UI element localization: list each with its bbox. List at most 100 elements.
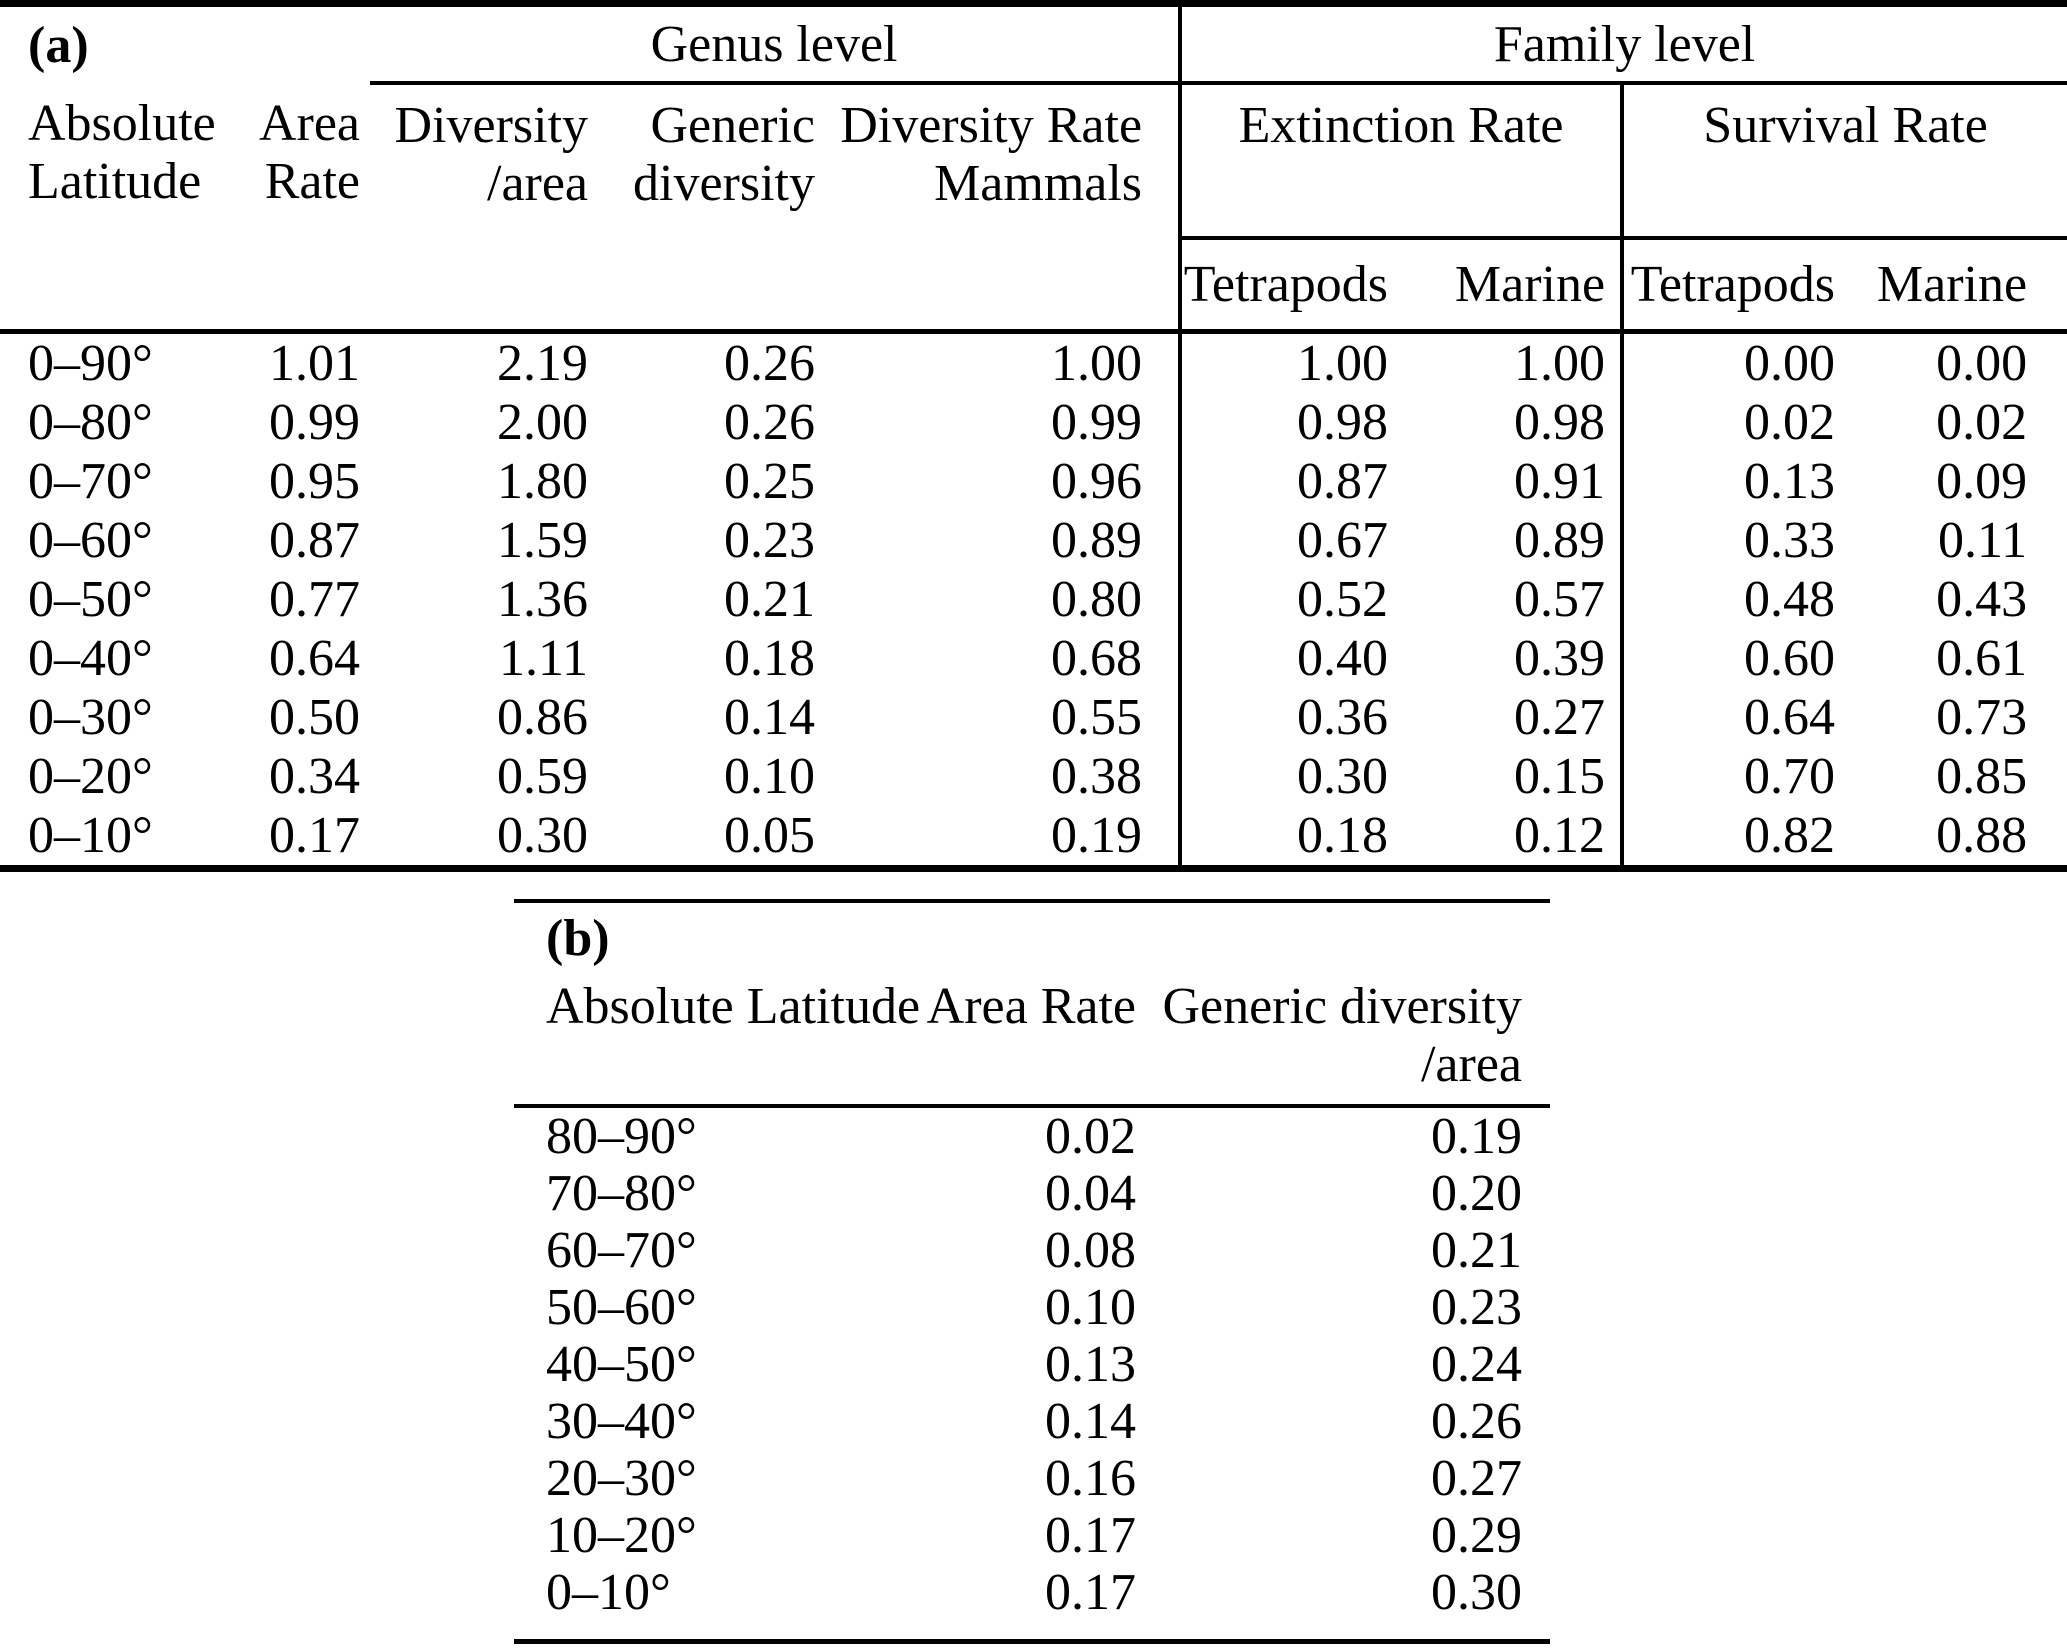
cell-generic-diversity-area: 0.19 bbox=[1431, 1108, 1522, 1165]
table-row: 0–50° 0.77 1.36 0.21 0.80 0.52 0.57 0.48… bbox=[0, 570, 2067, 629]
col-header-line: /area bbox=[487, 155, 589, 212]
cell-latitude: 0–10° bbox=[28, 807, 153, 864]
cell-survival-tetrapods: 0.64 bbox=[1620, 688, 1846, 747]
cell-survival-marine: 0.02 bbox=[1936, 394, 2028, 451]
cell-generic-diversity-area: 0.21 bbox=[1431, 1222, 1522, 1279]
col-header-line: /area bbox=[1420, 1036, 1522, 1093]
table-row: 60–70° 0.08 0.21 bbox=[514, 1222, 1550, 1279]
cell-extinction-tetrapods: 0.30 bbox=[1178, 747, 1399, 806]
cell-diversity-area: 0.86 bbox=[497, 689, 589, 746]
cell-survival-marine: 0.11 bbox=[1938, 512, 2028, 569]
cell-latitude: 70–80° bbox=[546, 1165, 697, 1222]
cell-generic-diversity-area: 0.20 bbox=[1431, 1165, 1522, 1222]
cell-generic-diversity-area: 0.23 bbox=[1431, 1279, 1522, 1336]
cell-latitude: 50–60° bbox=[546, 1279, 697, 1336]
cell-generic-diversity-area: 0.26 bbox=[1431, 1393, 1522, 1450]
col-header-line: Diversity bbox=[394, 97, 589, 154]
cell-extinction-tetrapods: 0.40 bbox=[1178, 629, 1399, 688]
cell-area-rate: 0.34 bbox=[269, 748, 361, 805]
sub-header-row: Tetrapods Marine Tetrapods Marine bbox=[0, 238, 2067, 334]
cell-extinction-marine: 0.39 bbox=[1514, 630, 1606, 687]
cell-latitude: 0–40° bbox=[28, 630, 153, 687]
group-header-family-level: Family level bbox=[1178, 3, 2067, 85]
cell-generic-diversity: 0.21 bbox=[724, 571, 816, 628]
column-header-row: Absolute Latitude Area Rate Diversity /a… bbox=[0, 83, 2067, 334]
cell-extinction-marine: 0.91 bbox=[1514, 453, 1606, 510]
col-header-absolute-latitude: Absolute Latitude bbox=[514, 974, 920, 1108]
cell-generic-diversity: 0.25 bbox=[724, 453, 816, 510]
cell-extinction-tetrapods: 0.18 bbox=[1178, 806, 1399, 869]
cell-survival-marine: 0.00 bbox=[1936, 335, 2028, 392]
table-row: 30–40° 0.14 0.26 bbox=[514, 1393, 1550, 1450]
cell-extinction-tetrapods: 0.52 bbox=[1178, 570, 1399, 629]
cell-generic-diversity: 0.26 bbox=[724, 335, 816, 392]
table-b: (b) Absolute Latitude Area Rate Generic … bbox=[514, 899, 1550, 1644]
table-row: 70–80° 0.04 0.20 bbox=[514, 1165, 1550, 1222]
cell-area-rate: 0.87 bbox=[269, 512, 361, 569]
cell-diversity-area: 1.80 bbox=[497, 453, 589, 510]
cell-area-rate: 0.99 bbox=[269, 394, 361, 451]
table-row: 50–60° 0.10 0.23 bbox=[514, 1279, 1550, 1336]
cell-latitude: 0–80° bbox=[28, 394, 153, 451]
cell-survival-tetrapods: 0.02 bbox=[1620, 393, 1846, 452]
cell-diversity-rate-mammals: 0.96 bbox=[1051, 453, 1143, 510]
cell-extinction-marine: 0.12 bbox=[1514, 807, 1606, 864]
cell-diversity-rate-mammals: 0.19 bbox=[1051, 807, 1143, 864]
col-header-generic-diversity-area: Generic diversity /area bbox=[1154, 974, 1550, 1108]
col-header-line: Diversity Rate bbox=[840, 97, 1143, 154]
table-row: 0–90° 1.01 2.19 0.26 1.00 1.00 1.00 0.00… bbox=[0, 331, 2067, 393]
table-row: 0–80° 0.99 2.00 0.26 0.99 0.98 0.98 0.02… bbox=[0, 393, 2067, 452]
cell-survival-tetrapods: 0.82 bbox=[1620, 806, 1846, 869]
cell-diversity-rate-mammals: 0.38 bbox=[1051, 748, 1143, 805]
col-header-line: Area bbox=[258, 95, 361, 152]
col-header-survival-rate: Survival Rate bbox=[1620, 83, 2067, 240]
table-row: 10–20° 0.17 0.29 bbox=[514, 1507, 1550, 1564]
cell-generic-diversity: 0.26 bbox=[724, 394, 816, 451]
table-row: 0–40° 0.64 1.11 0.18 0.68 0.40 0.39 0.60… bbox=[0, 629, 2067, 688]
cell-area-rate: 0.64 bbox=[269, 630, 361, 687]
cell-survival-tetrapods: 0.13 bbox=[1620, 452, 1846, 511]
cell-generic-diversity: 0.10 bbox=[724, 748, 816, 805]
cell-extinction-tetrapods: 0.36 bbox=[1178, 688, 1399, 747]
cell-survival-tetrapods: 0.60 bbox=[1620, 629, 1846, 688]
table-b-grid: Absolute Latitude Area Rate Generic dive… bbox=[514, 974, 1550, 1621]
cell-area-rate: 0.04 bbox=[1045, 1165, 1136, 1222]
cell-survival-marine: 0.88 bbox=[1936, 807, 2028, 864]
cell-extinction-marine: 0.57 bbox=[1514, 571, 1606, 628]
cell-latitude: 0–60° bbox=[28, 512, 153, 569]
col-header-line: Latitude bbox=[28, 153, 202, 210]
cell-generic-diversity-area: 0.30 bbox=[1431, 1564, 1522, 1621]
cell-latitude: 20–30° bbox=[546, 1450, 697, 1507]
cell-latitude: 0–70° bbox=[28, 453, 153, 510]
col-header-line: Generic diversity bbox=[1162, 978, 1522, 1035]
cell-survival-marine: 0.43 bbox=[1936, 571, 2028, 628]
cell-latitude: 0–10° bbox=[546, 1564, 671, 1621]
group-header-genus-level: Genus level bbox=[370, 3, 1181, 85]
table-row: 0–10° 0.17 0.30 0.05 0.19 0.18 0.12 0.82… bbox=[0, 806, 2067, 869]
col-header-area-rate: Area Rate bbox=[190, 83, 371, 334]
table-row: 80–90° 0.02 0.19 bbox=[514, 1106, 1550, 1165]
panel-label-a: (a) bbox=[28, 16, 89, 74]
cell-generic-diversity: 0.18 bbox=[724, 630, 816, 687]
table-row: 0–20° 0.34 0.59 0.10 0.38 0.30 0.15 0.70… bbox=[0, 747, 2067, 806]
group-header-row: (a) Genus level Family level bbox=[0, 3, 2067, 85]
cell-extinction-marine: 1.00 bbox=[1514, 335, 1606, 392]
cell-diversity-area: 1.36 bbox=[497, 571, 589, 628]
cell-diversity-area: 0.59 bbox=[497, 748, 589, 805]
cell-area-rate: 0.16 bbox=[1045, 1450, 1136, 1507]
cell-generic-diversity: 0.14 bbox=[724, 689, 816, 746]
cell-area-rate: 0.95 bbox=[269, 453, 361, 510]
col-header-area-rate: Area Rate bbox=[894, 974, 1154, 1108]
cell-latitude: 10–20° bbox=[546, 1507, 697, 1564]
sub-header-survival-tetrapods: Tetrapods bbox=[1620, 238, 1846, 334]
cell-diversity-area: 1.59 bbox=[497, 512, 589, 569]
cell-diversity-area: 2.19 bbox=[497, 335, 589, 392]
cell-area-rate: 0.17 bbox=[1045, 1507, 1136, 1564]
cell-latitude: 40–50° bbox=[546, 1336, 697, 1393]
cell-survival-tetrapods: 0.70 bbox=[1620, 747, 1846, 806]
cell-diversity-rate-mammals: 0.55 bbox=[1051, 689, 1143, 746]
cell-survival-tetrapods: 0.00 bbox=[1620, 331, 1846, 393]
col-header-diversity-area: Diversity /area bbox=[370, 83, 599, 334]
sub-header-extinction-marine: Marine bbox=[1398, 238, 1623, 334]
